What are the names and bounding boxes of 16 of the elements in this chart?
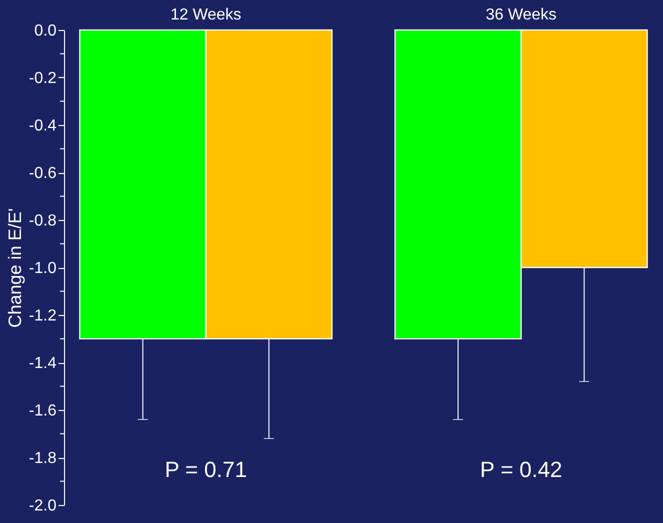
annotation: P = 0.42 bbox=[480, 457, 562, 482]
y-tick-label: -1.0 bbox=[28, 260, 57, 277]
y-tick-label: -1.8 bbox=[28, 450, 57, 467]
y-tick-label: -0.8 bbox=[28, 212, 57, 230]
y-tick-label: -1.6 bbox=[28, 402, 57, 420]
y-tick-label: -2.0 bbox=[28, 498, 57, 514]
x-tick-label: 12 Weeks bbox=[170, 6, 242, 24]
y-tick-label: -1.4 bbox=[28, 355, 57, 372]
annotation: P = 0.71 bbox=[164, 457, 247, 482]
y-tick-label: 0.0 bbox=[34, 22, 57, 40]
y-tick-label: -1.2 bbox=[28, 308, 57, 324]
x-tick-label: 36 Weeks bbox=[486, 6, 557, 24]
y-tick-label: -0.6 bbox=[28, 165, 57, 182]
y-tick-label: -0.4 bbox=[28, 118, 57, 134]
y-axis-title: Change in E/E' bbox=[4, 208, 25, 328]
y-tick-label: -0.2 bbox=[28, 70, 57, 87]
